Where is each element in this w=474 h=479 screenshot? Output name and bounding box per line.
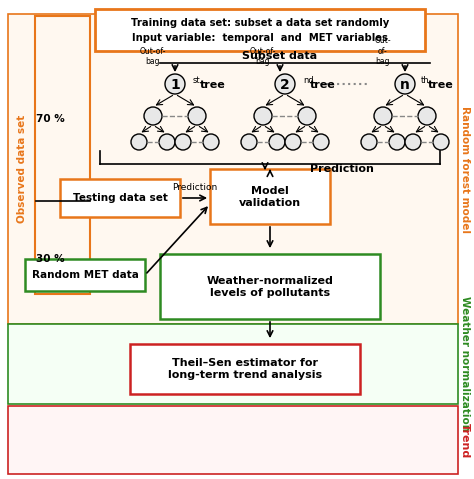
Text: Weather normalization: Weather normalization: [460, 297, 470, 432]
Text: tree: tree: [428, 80, 454, 90]
Circle shape: [395, 74, 415, 94]
Circle shape: [389, 134, 405, 150]
FancyBboxPatch shape: [35, 16, 90, 294]
Text: 30 %: 30 %: [36, 254, 64, 264]
Text: Out-of-
bag: Out-of- bag: [140, 46, 166, 66]
Circle shape: [241, 134, 257, 150]
Circle shape: [405, 134, 421, 150]
Text: Observed data set: Observed data set: [17, 115, 27, 223]
Circle shape: [418, 107, 436, 125]
Circle shape: [165, 74, 185, 94]
Text: Theil–Sen estimator for
long-term trend analysis: Theil–Sen estimator for long-term trend …: [168, 358, 322, 380]
FancyBboxPatch shape: [8, 324, 458, 404]
Text: n: n: [400, 78, 410, 92]
Circle shape: [131, 134, 147, 150]
Circle shape: [175, 134, 191, 150]
Circle shape: [285, 134, 301, 150]
FancyBboxPatch shape: [8, 406, 458, 474]
FancyBboxPatch shape: [95, 9, 425, 51]
Text: Trend: Trend: [460, 423, 470, 458]
Text: Prediction: Prediction: [173, 183, 218, 192]
FancyBboxPatch shape: [25, 259, 145, 291]
Circle shape: [298, 107, 316, 125]
Text: Input variable:  temporal  and  MET variables: Input variable: temporal and MET variabl…: [132, 33, 388, 43]
Text: tree: tree: [200, 80, 226, 90]
Text: Subset data: Subset data: [242, 51, 318, 61]
Text: nd: nd: [303, 76, 314, 84]
Text: Training data set: subset a data set randomly: Training data set: subset a data set ran…: [131, 18, 389, 28]
Text: th: th: [421, 76, 429, 84]
Circle shape: [254, 107, 272, 125]
Text: Out-
of-
bag: Out- of- bag: [374, 36, 392, 66]
FancyBboxPatch shape: [160, 254, 380, 319]
FancyBboxPatch shape: [210, 169, 330, 224]
Text: 2: 2: [280, 78, 290, 92]
Circle shape: [374, 107, 392, 125]
Text: Out-of-
bag: Out-of- bag: [250, 46, 276, 66]
Text: st: st: [193, 76, 201, 84]
FancyBboxPatch shape: [130, 344, 360, 394]
FancyBboxPatch shape: [60, 179, 180, 217]
Circle shape: [144, 107, 162, 125]
Text: tree: tree: [310, 80, 336, 90]
Text: Prediction: Prediction: [310, 164, 374, 174]
Text: Random MET data: Random MET data: [32, 270, 138, 280]
Circle shape: [203, 134, 219, 150]
Circle shape: [361, 134, 377, 150]
Text: Model
validation: Model validation: [239, 186, 301, 208]
Text: Random forest model: Random forest model: [460, 105, 470, 232]
Circle shape: [433, 134, 449, 150]
Circle shape: [275, 74, 295, 94]
Text: 70 %: 70 %: [36, 114, 64, 124]
Text: Weather-normalized
levels of pollutants: Weather-normalized levels of pollutants: [207, 276, 333, 298]
FancyBboxPatch shape: [8, 14, 458, 324]
Circle shape: [313, 134, 329, 150]
Circle shape: [188, 107, 206, 125]
Text: Testing data set: Testing data set: [73, 193, 167, 203]
Circle shape: [269, 134, 285, 150]
Circle shape: [159, 134, 175, 150]
Text: 1: 1: [170, 78, 180, 92]
